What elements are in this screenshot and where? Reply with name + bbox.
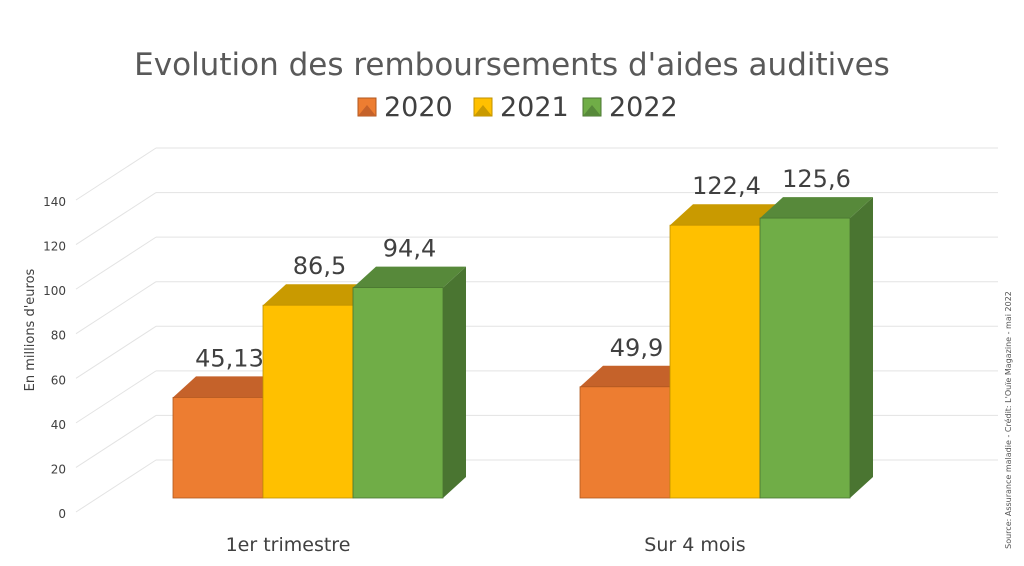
x-category-label: Sur 4 mois: [644, 534, 745, 556]
y-tick-label: 40: [51, 418, 66, 432]
x-axis-categories: 1er trimestre Sur 4 mois: [226, 534, 746, 556]
y-tick-label: 80: [51, 329, 66, 343]
bar-front: [262, 304, 354, 499]
y-tick-label: 0: [58, 507, 66, 521]
legend-swatch-shade: [358, 105, 376, 116]
data-label: 94,4: [383, 235, 436, 263]
bar: [759, 197, 873, 499]
legend-label: 2020: [384, 92, 453, 123]
bar-side: [850, 197, 873, 498]
data-label: 45,13: [195, 344, 264, 372]
legend: 2020 2021 2022: [357, 92, 678, 123]
bar-front: [579, 386, 671, 499]
data-label: 122,4: [692, 172, 761, 200]
bar-front: [172, 397, 264, 499]
bar-top: [670, 204, 783, 226]
data-label: 49,9: [610, 334, 663, 362]
legend-item: 2022: [582, 92, 678, 123]
legend-item: 2021: [473, 92, 569, 123]
gridline-diagonal: [75, 415, 157, 468]
bar-top: [353, 266, 466, 288]
bar-top: [173, 376, 286, 398]
y-axis-ticks: 0 20 40 60 80 100 120 140: [43, 195, 66, 521]
gridline-diagonal: [75, 147, 157, 201]
bar-top: [263, 284, 376, 306]
bar: [352, 266, 466, 499]
bar-front: [759, 217, 851, 499]
data-label: 86,5: [293, 252, 346, 280]
legend-swatch-shade: [583, 105, 601, 116]
source-note: Source: Assurance maladie - Crédit: L'Ou…: [1003, 291, 1013, 549]
bar-top: [580, 365, 693, 387]
y-tick-label: 120: [43, 240, 66, 254]
legend-item: 2020: [357, 92, 453, 123]
y-tick-label: 20: [51, 462, 66, 476]
x-category-label: 1er trimestre: [226, 534, 351, 556]
y-tick-label: 140: [43, 195, 66, 209]
gridline-diagonal: [75, 236, 157, 290]
gridline-diagonal: [75, 281, 157, 335]
bar-front: [352, 287, 444, 499]
data-labels: 45,13 86,5 94,4 49,9 122,4 125,6: [195, 165, 851, 372]
y-axis-label: En millions d'euros: [23, 268, 38, 391]
y-tick-label: 60: [51, 373, 66, 387]
bar-side: [443, 266, 466, 498]
gridline-diagonal: [75, 370, 157, 424]
legend-label: 2021: [500, 92, 569, 123]
data-label: 125,6: [782, 165, 851, 193]
gridline-diagonal: [75, 192, 157, 245]
chart-title: Evolution des remboursements d'aides aud…: [134, 47, 890, 83]
bars: [172, 197, 873, 499]
bar-front: [669, 224, 761, 499]
legend-swatch-shade: [474, 105, 492, 116]
gridline-diagonal: [75, 325, 157, 379]
gridline-diagonal: [75, 459, 157, 513]
legend-label: 2022: [609, 92, 678, 123]
y-tick-label: 100: [43, 284, 66, 298]
bar-top: [760, 197, 873, 219]
